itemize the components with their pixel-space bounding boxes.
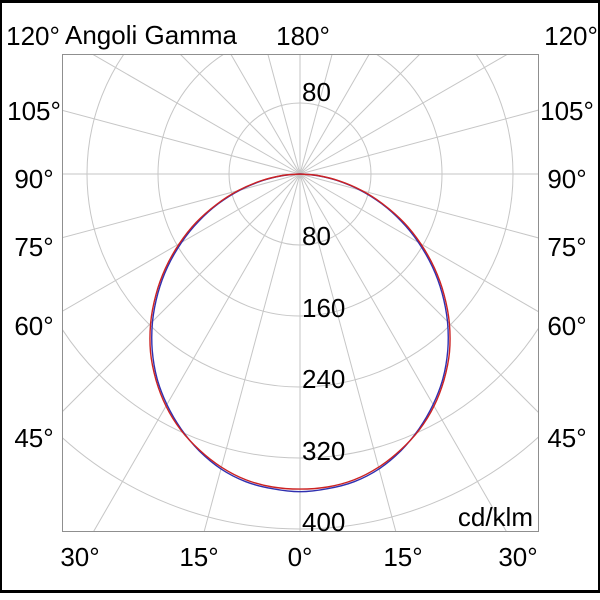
grid-ray <box>299 54 370 175</box>
angle-label-right-60: 60° <box>547 311 587 341</box>
angle-label-left-105: 105° <box>7 96 61 126</box>
intensity-curve-c90-c270 <box>151 173 449 493</box>
grid-ray <box>179 54 301 175</box>
unit-label: cd/klm <box>457 502 533 532</box>
grid-ray <box>299 54 421 175</box>
grid-ray <box>230 54 301 175</box>
grid-ray <box>299 173 397 532</box>
intensity-curve-c0-c180 <box>149 173 451 490</box>
grid-ray <box>62 109 301 175</box>
grid-circle-160 <box>157 54 443 317</box>
angle-label-left-45: 45° <box>14 423 54 453</box>
grid-ray <box>267 54 301 175</box>
grid-ray <box>299 173 539 239</box>
angle-label-right-45: 45° <box>547 423 587 453</box>
angle-label-bottom-right-15: 15° <box>383 542 423 572</box>
angle-label-bottom-left-15: 15° <box>179 542 219 572</box>
angle-label-bottom-0: 0° <box>287 542 313 572</box>
radial-value-80: 80 <box>302 221 331 251</box>
plot-frame <box>62 54 539 532</box>
grid-circle-400 <box>62 435 539 530</box>
angle-label-left-75: 75° <box>14 232 54 262</box>
grid-circle-240 <box>86 54 514 388</box>
radial-value-320: 320 <box>302 436 346 466</box>
angle-label-right-90: 90° <box>547 164 587 194</box>
angle-label-top-right-120: 120° <box>544 21 598 51</box>
radial-value-240: 240 <box>302 364 346 394</box>
radial-value-400: 400 <box>302 507 346 537</box>
grid-ray <box>62 173 301 413</box>
grid-ray <box>62 173 301 239</box>
grid-circle-320 <box>62 326 539 459</box>
grid-ray <box>299 173 539 414</box>
angle-label-right-75: 75° <box>547 232 587 262</box>
angle-label-bottom-right-30: 30° <box>498 542 538 572</box>
grid-ray <box>203 173 301 532</box>
grid-ray <box>299 54 333 175</box>
angle-label-bottom-left-30: 30° <box>60 542 100 572</box>
radial-value-160: 160 <box>302 293 346 323</box>
grid-ray <box>62 173 301 312</box>
angle-label-top-180: 180° <box>276 21 330 51</box>
grid-ray <box>299 54 509 175</box>
radial-value-80-up: 80 <box>302 77 331 107</box>
angle-label-left-60: 60° <box>14 311 54 341</box>
grid-ray <box>91 54 301 175</box>
grid-ray <box>299 109 539 175</box>
grid-ray <box>92 173 301 532</box>
grid-ray <box>299 173 539 313</box>
angle-label-top-left-120: 120° <box>6 21 60 51</box>
chart-title: Angoli Gamma <box>65 20 237 50</box>
angle-label-left-90: 90° <box>14 164 54 194</box>
grid-circle-80 <box>228 102 372 246</box>
grid-ray <box>299 173 508 532</box>
angle-label-right-105: 105° <box>540 96 594 126</box>
